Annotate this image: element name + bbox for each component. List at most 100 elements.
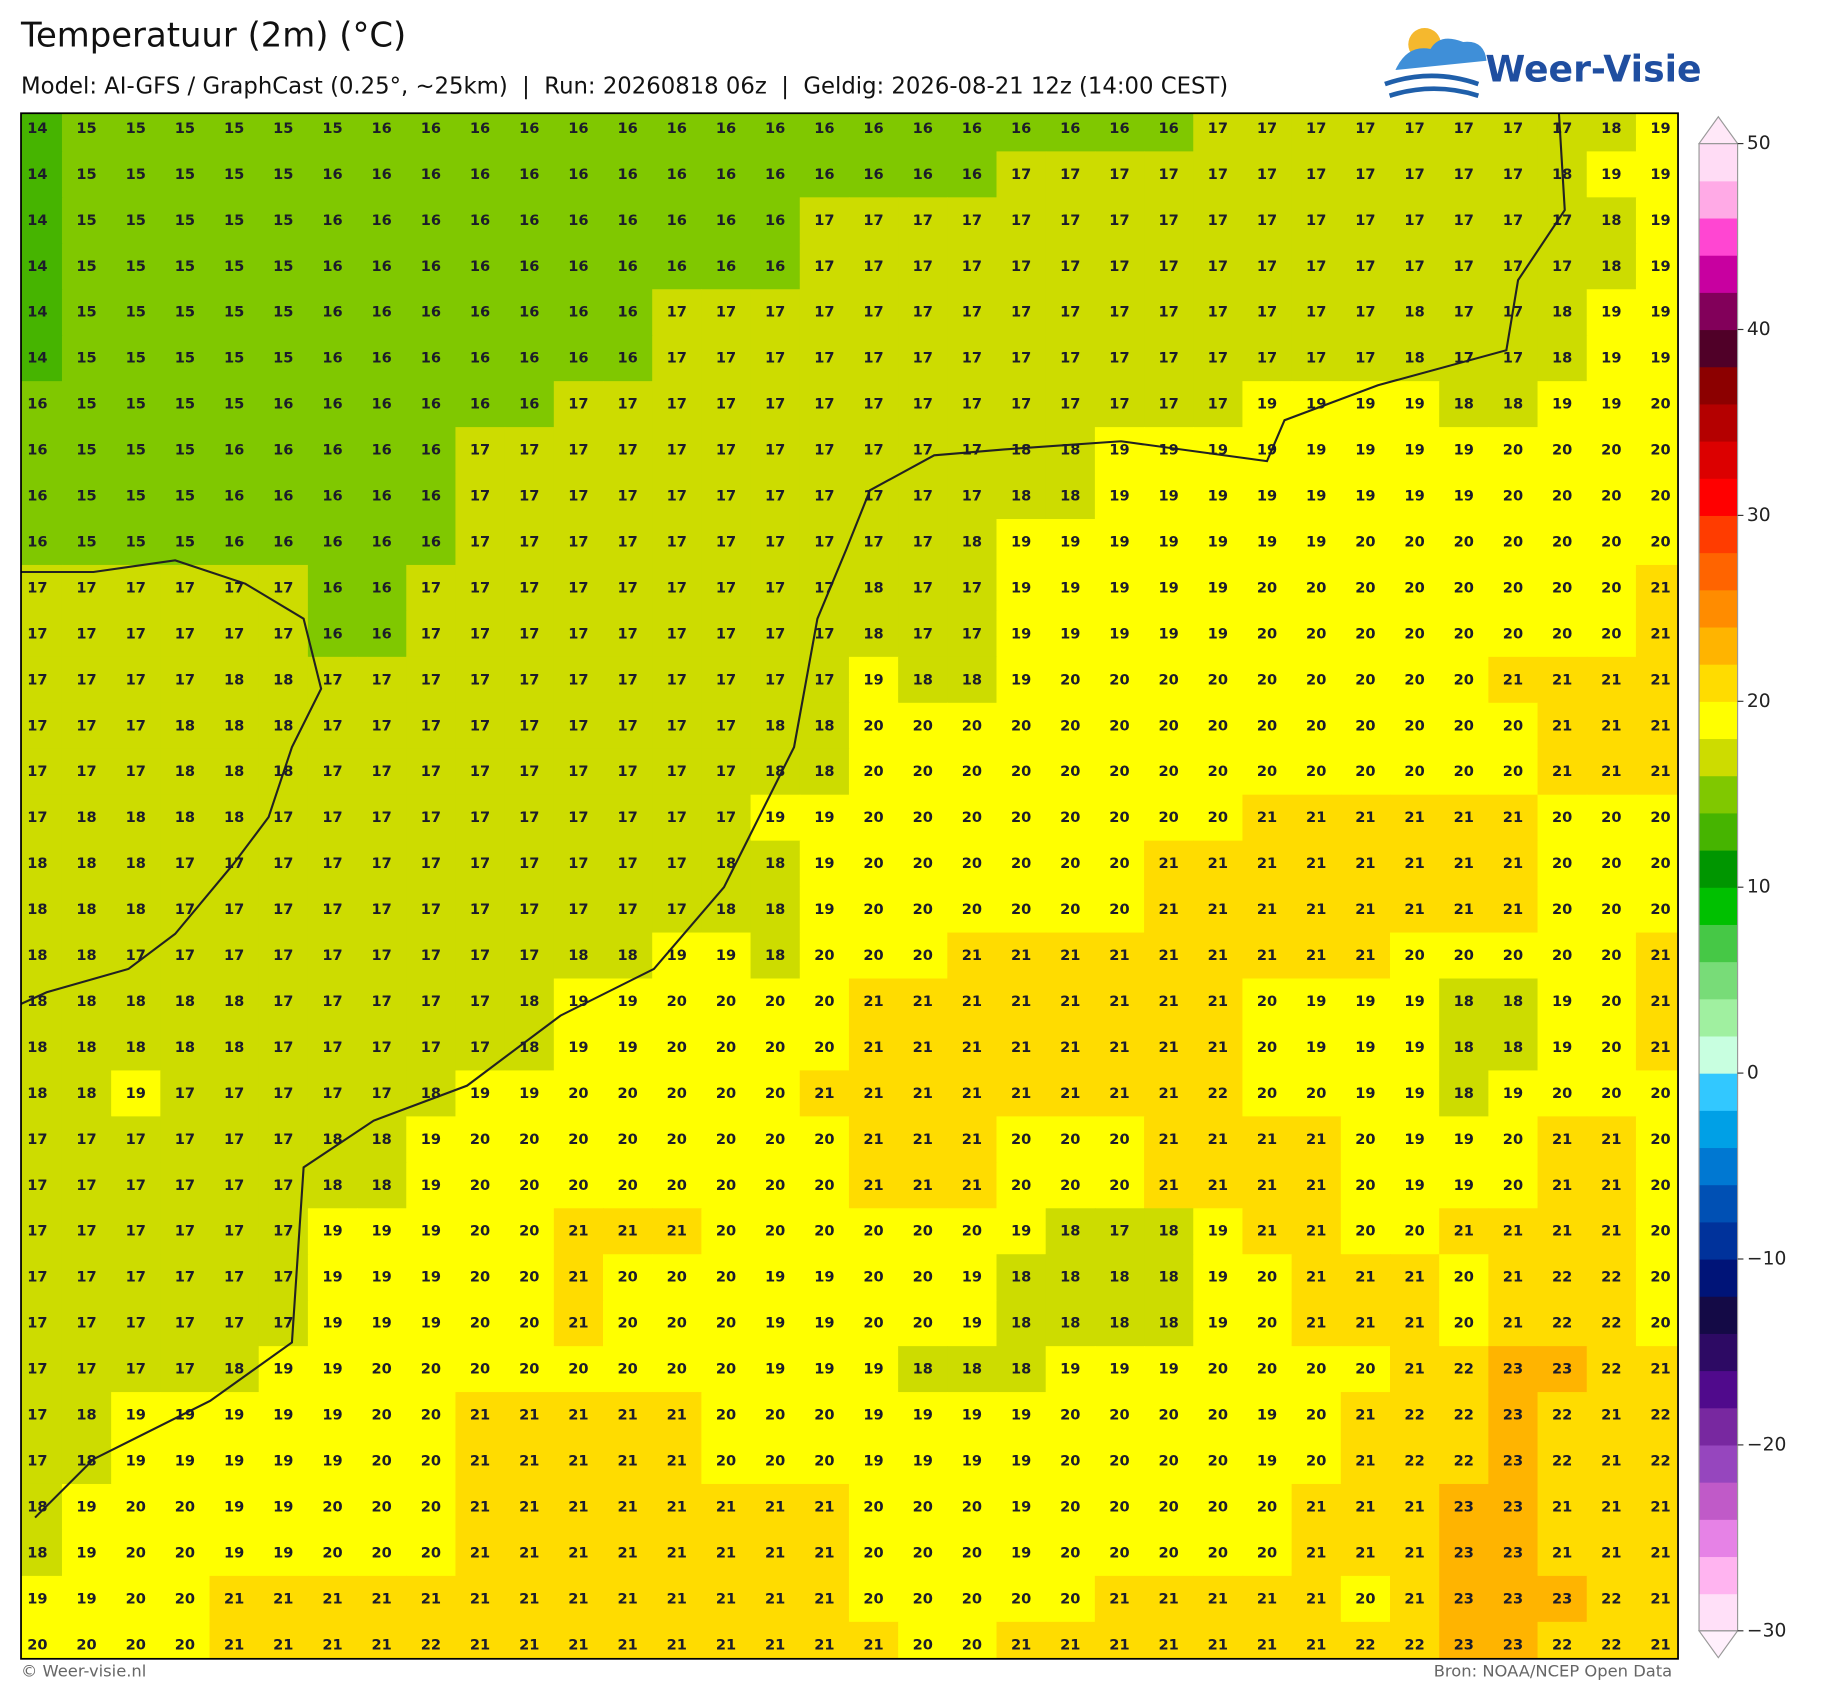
temperature-cell	[848, 1116, 899, 1164]
temperature-cell	[603, 381, 653, 428]
temperature-cell	[21, 473, 63, 520]
temperature-cell	[1045, 1575, 1096, 1623]
temperature-value: 19	[1159, 488, 1179, 505]
temperature-cell	[1488, 113, 1539, 153]
temperature-cell	[1094, 1438, 1145, 1485]
temperature-cell	[1193, 1529, 1244, 1577]
temperature-cell	[1340, 610, 1391, 658]
temperature-value: 19	[1306, 1039, 1326, 1056]
temperature-value: 17	[1109, 166, 1129, 183]
temperature-cell	[1488, 610, 1539, 658]
temperature-cell	[1389, 518, 1440, 566]
temperature-cell	[848, 381, 899, 428]
temperature-value: 20	[1552, 901, 1572, 918]
temperature-cell	[1094, 564, 1145, 612]
temperature-value: 20	[1109, 901, 1129, 918]
temperature-value: 20	[1355, 1361, 1375, 1378]
temperature-value: 21	[814, 1498, 834, 1515]
temperature-cell	[603, 197, 653, 244]
temperature-cell	[1193, 1575, 1244, 1623]
temperature-cell	[1144, 518, 1194, 566]
temperature-value: 15	[76, 120, 96, 137]
temperature-value: 17	[126, 717, 146, 734]
temperature-cell	[111, 473, 162, 520]
temperature-cell	[701, 1621, 752, 1659]
temperature-cell	[504, 335, 555, 382]
temperature-value: 21	[1060, 1039, 1080, 1056]
temperature-value: 22	[1552, 1636, 1572, 1653]
temperature-value: 21	[765, 1590, 785, 1607]
temperature-value: 21	[617, 1223, 637, 1240]
temperature-cell	[455, 1575, 506, 1623]
temperature-value: 17	[1011, 258, 1031, 275]
temperature-cell	[1586, 1208, 1637, 1255]
temperature-cell	[357, 702, 407, 750]
temperature-cell	[1340, 197, 1391, 244]
temperature-value: 21	[1503, 809, 1523, 826]
temperature-value: 19	[1208, 1223, 1228, 1240]
temperature-cell	[111, 978, 162, 1026]
temperature-value: 18	[126, 993, 146, 1010]
temperature-cell	[996, 1024, 1047, 1072]
temperature-cell	[1340, 518, 1391, 566]
temperature-value: 17	[1306, 350, 1326, 367]
temperature-value: 16	[470, 212, 490, 229]
temperature-cell	[603, 473, 653, 520]
temperature-cell	[553, 1529, 604, 1577]
temperature-cell	[996, 1162, 1047, 1209]
temperature-value: 16	[372, 579, 392, 596]
temperature-value: 17	[273, 947, 293, 964]
temperature-cell	[553, 748, 604, 796]
temperature-cell	[848, 197, 899, 244]
temperature-value: 20	[716, 1131, 736, 1148]
temperature-cell	[1242, 1254, 1293, 1301]
temperature-cell	[1144, 151, 1194, 199]
temperature-cell	[61, 518, 112, 566]
temperature-cell	[947, 1300, 998, 1347]
temperature-cell	[701, 427, 752, 474]
temperature-cell	[1045, 473, 1096, 520]
temperature-cell	[111, 113, 162, 153]
temperature-cell	[1193, 1162, 1244, 1209]
temperature-cell	[799, 1254, 850, 1301]
temperature-cell	[652, 1392, 703, 1439]
temperature-cell	[21, 1392, 63, 1439]
temperature-value: 20	[863, 1269, 883, 1286]
temperature-value: 21	[1159, 855, 1179, 872]
temperature-cell	[1340, 1575, 1391, 1623]
temperature-value: 17	[1454, 166, 1474, 183]
temperature-cell	[406, 518, 457, 566]
temperature-value: 20	[1208, 1361, 1228, 1378]
temperature-cell	[160, 289, 211, 336]
temperature-cell	[701, 197, 752, 244]
temperature-cell	[1340, 113, 1391, 153]
temperature-value: 20	[372, 1453, 392, 1470]
temperature-cell	[61, 243, 112, 290]
temperature-value: 15	[126, 442, 146, 459]
colorbar-band	[1699, 1184, 1738, 1223]
temperature-cell	[307, 1070, 358, 1118]
temperature-cell	[1094, 243, 1145, 290]
temperature-cell	[1144, 1024, 1194, 1072]
temperature-value: 20	[765, 1177, 785, 1194]
temperature-cell	[1242, 473, 1293, 520]
colorbar-tick-label: 40	[1747, 319, 1771, 340]
temperature-cell	[1586, 243, 1637, 290]
colorbar-band	[1699, 1556, 1738, 1595]
temperature-value: 19	[863, 1407, 883, 1424]
temperature-cell	[21, 748, 63, 796]
temperature-value: 21	[962, 1039, 982, 1056]
temperature-value: 19	[1601, 396, 1621, 413]
temperature-value: 16	[372, 166, 392, 183]
temperature-cell	[1340, 427, 1391, 474]
temperature-cell	[1045, 1392, 1096, 1439]
temperature-value: 20	[1404, 763, 1424, 780]
temperature-value: 21	[421, 1590, 441, 1607]
temperature-cell	[209, 1208, 260, 1255]
temperature-cell	[21, 1300, 63, 1347]
temperature-value: 20	[1650, 1177, 1670, 1194]
temperature-cell	[1389, 748, 1440, 796]
temperature-cell	[848, 1024, 899, 1072]
temperature-cell	[1340, 243, 1391, 290]
temperature-value: 20	[1404, 717, 1424, 734]
